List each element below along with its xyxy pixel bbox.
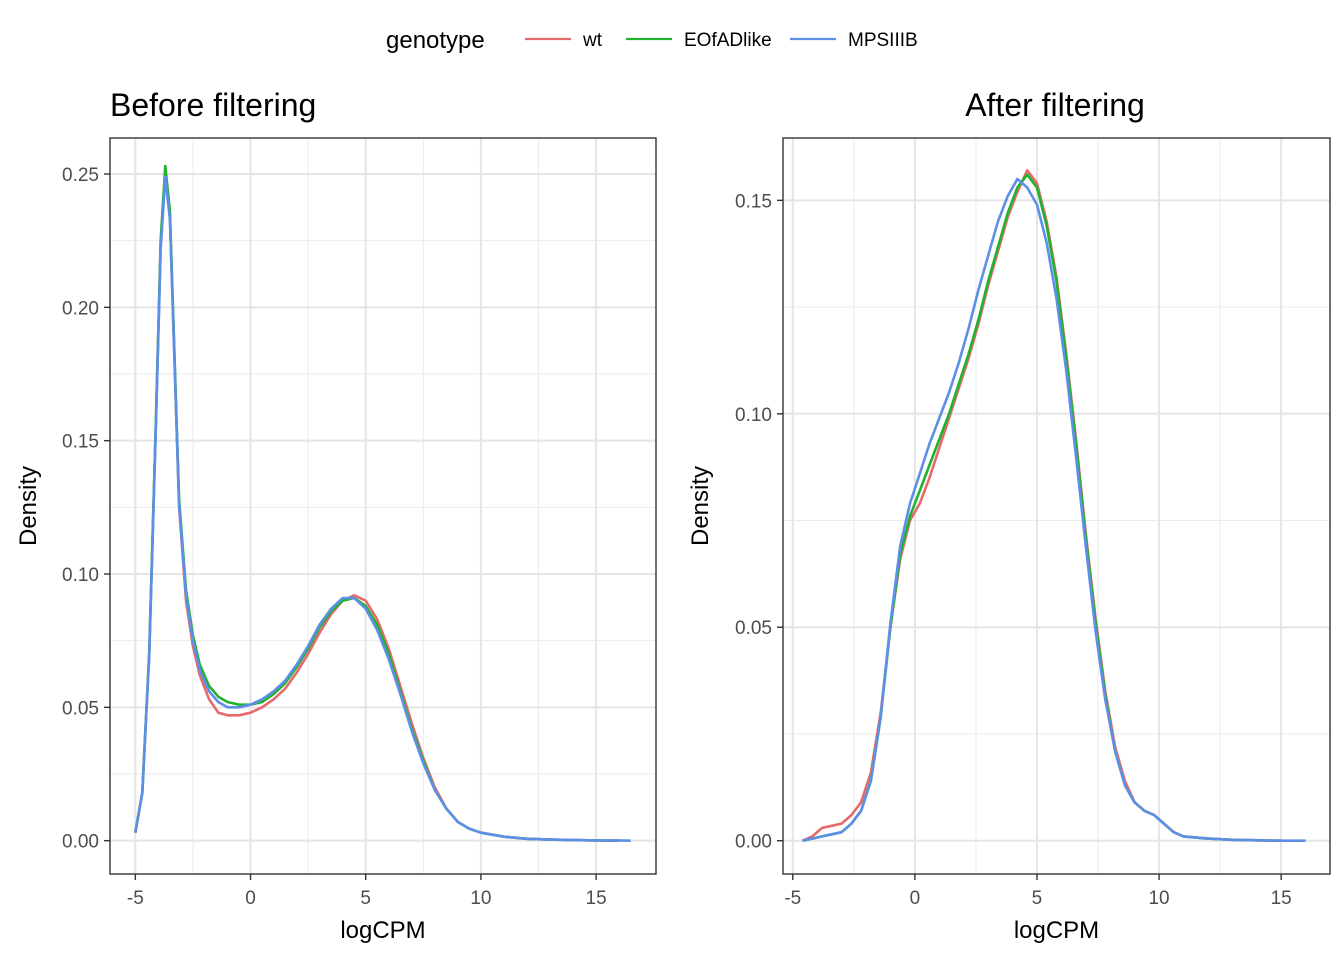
panel-background — [783, 138, 1330, 874]
x-tick-label: 5 — [1032, 888, 1043, 909]
legend-label-eofadlike: EOfADlike — [684, 30, 772, 51]
legend-title: genotype — [386, 27, 485, 54]
series-line-mpsiiib — [802, 177, 1306, 842]
legend: genotype wt EOfADlike MPSIIIB — [386, 27, 918, 54]
panel-border — [782, 137, 1331, 875]
y-tick-label: 0.15 — [62, 432, 99, 453]
y-tick-label: 0.10 — [735, 405, 772, 426]
x-axis-title: logCPM — [1014, 917, 1099, 944]
panel-background — [110, 138, 656, 874]
y-tick-label: 0.00 — [62, 832, 99, 853]
y-tick-label: 0.25 — [62, 165, 99, 186]
x-tick-label: -5 — [127, 888, 144, 909]
y-axis-title: Density — [687, 466, 714, 546]
panel-before-filtering: -5 0 5 10 15 0.00 0.05 0.10 0.15 0.20 0.25 Before f… — [15, 87, 657, 944]
series-line-mpsiiib — [134, 175, 631, 842]
x-tick-label: 0 — [245, 888, 256, 909]
panel-after-filtering: -5 0 5 10 15 0.00 0.05 0.10 0.15 After filtering l… — [687, 87, 1331, 944]
y-tick-label: 0.15 — [735, 191, 772, 212]
y-tick-label: 0.05 — [735, 618, 772, 639]
y-tick-label: 0.00 — [735, 832, 772, 853]
panel-title: After filtering — [965, 87, 1145, 123]
x-tick-label: 0 — [910, 888, 921, 909]
y-axis-title: Density — [15, 466, 42, 546]
x-axis-title: logCPM — [340, 917, 425, 944]
x-tick-label: 10 — [470, 888, 491, 909]
x-tick-label: 5 — [360, 888, 371, 909]
x-tick-label: 15 — [586, 888, 607, 909]
x-tick-label: 10 — [1148, 888, 1169, 909]
y-tick-label: 0.05 — [62, 698, 99, 719]
panel-title: Before filtering — [110, 87, 316, 123]
y-tick-label: 0.10 — [62, 565, 99, 586]
x-tick-label: 15 — [1271, 888, 1292, 909]
panel-border — [109, 137, 657, 875]
y-tick-label: 0.20 — [62, 298, 99, 319]
legend-label-mpsiiib: MPSIIIB — [848, 30, 918, 51]
legend-label-wt: wt — [582, 30, 603, 51]
x-tick-label: -5 — [784, 888, 801, 909]
